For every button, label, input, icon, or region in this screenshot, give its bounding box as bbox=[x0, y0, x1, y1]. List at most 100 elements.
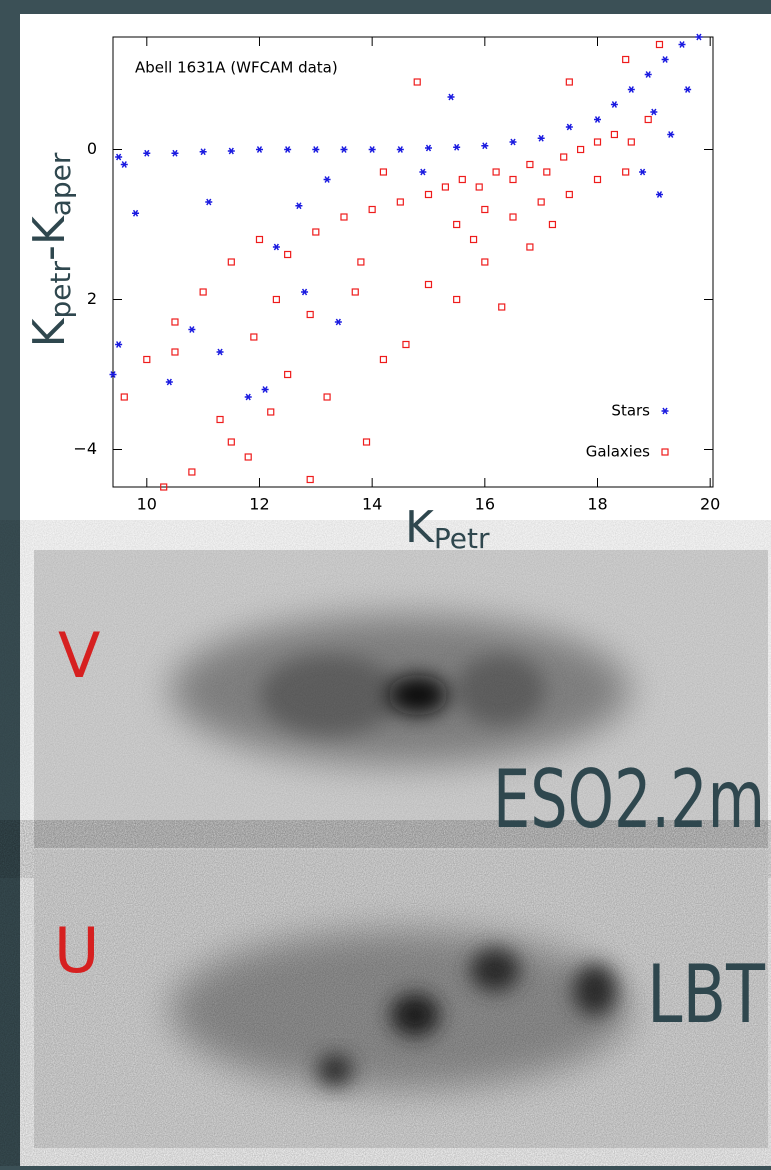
point bbox=[368, 205, 376, 214]
y-axis-label: Kpetr-Kaper bbox=[24, 152, 77, 347]
point bbox=[610, 130, 619, 139]
point bbox=[199, 288, 207, 296]
point bbox=[115, 153, 123, 161]
point bbox=[661, 56, 669, 63]
point bbox=[255, 146, 263, 153]
point bbox=[655, 40, 664, 49]
point bbox=[250, 333, 258, 341]
point bbox=[650, 108, 658, 116]
legend-marker bbox=[661, 448, 669, 456]
point bbox=[312, 228, 320, 236]
point bbox=[441, 183, 449, 191]
point bbox=[306, 475, 314, 484]
point bbox=[481, 205, 489, 214]
band-label: U bbox=[54, 914, 99, 987]
x-tick-label: 10 bbox=[137, 495, 157, 514]
point bbox=[244, 453, 252, 461]
point bbox=[379, 168, 388, 176]
point bbox=[312, 146, 320, 153]
point bbox=[120, 393, 128, 401]
point bbox=[424, 190, 433, 199]
point bbox=[368, 146, 376, 153]
point bbox=[610, 101, 618, 108]
point bbox=[627, 138, 635, 146]
band-label: V bbox=[58, 619, 100, 692]
point bbox=[655, 191, 663, 198]
point bbox=[644, 71, 652, 78]
y-tick-label: 0 bbox=[87, 139, 97, 158]
point bbox=[143, 355, 151, 364]
point bbox=[667, 131, 675, 138]
point bbox=[565, 190, 573, 199]
point bbox=[577, 145, 585, 154]
point bbox=[244, 393, 252, 401]
point bbox=[272, 295, 280, 304]
v-band-image bbox=[34, 550, 768, 848]
x-tick-label: 20 bbox=[700, 495, 720, 514]
point bbox=[402, 340, 410, 349]
x-axis-label: KPetr bbox=[405, 502, 490, 555]
point bbox=[188, 468, 196, 476]
point bbox=[216, 348, 224, 356]
point bbox=[171, 149, 179, 157]
point bbox=[424, 280, 433, 289]
legend-label: Galaxies bbox=[586, 443, 650, 461]
point bbox=[120, 161, 128, 168]
point bbox=[306, 310, 314, 319]
point bbox=[396, 146, 404, 153]
point bbox=[565, 123, 573, 131]
point bbox=[188, 326, 196, 333]
point bbox=[622, 168, 630, 176]
point bbox=[684, 86, 692, 93]
point bbox=[481, 258, 489, 266]
point bbox=[301, 288, 309, 296]
point bbox=[447, 93, 455, 101]
x-tick-label: 16 bbox=[475, 495, 495, 514]
point bbox=[458, 175, 466, 184]
point bbox=[227, 438, 235, 446]
point bbox=[284, 250, 292, 259]
point bbox=[537, 134, 545, 142]
point bbox=[639, 168, 647, 176]
telescope-label: LBT bbox=[647, 948, 766, 1041]
y-label-dash: - bbox=[24, 245, 75, 261]
point bbox=[509, 138, 517, 146]
point bbox=[492, 168, 500, 176]
point bbox=[565, 78, 573, 86]
point bbox=[295, 202, 303, 210]
point bbox=[593, 138, 602, 146]
point bbox=[475, 183, 483, 191]
point bbox=[323, 176, 331, 183]
point bbox=[526, 243, 534, 251]
telescope-label: ESO2.2m bbox=[493, 753, 765, 846]
y-tick-label: 2 bbox=[87, 289, 97, 308]
point bbox=[509, 175, 517, 184]
annotation: Abell 1631A (WFCAM data) bbox=[135, 59, 338, 77]
point bbox=[284, 146, 292, 153]
point bbox=[453, 220, 461, 229]
point bbox=[594, 116, 602, 123]
point bbox=[216, 415, 224, 424]
point bbox=[644, 115, 652, 124]
point bbox=[627, 86, 635, 93]
y-label-main: K bbox=[24, 317, 75, 347]
legend-label: Stars bbox=[611, 402, 650, 420]
point bbox=[132, 209, 140, 217]
point bbox=[453, 143, 461, 151]
point bbox=[227, 258, 235, 266]
point bbox=[695, 33, 703, 41]
point bbox=[526, 160, 534, 169]
point bbox=[199, 148, 207, 156]
point bbox=[267, 408, 275, 416]
point bbox=[227, 147, 235, 155]
point bbox=[171, 318, 179, 326]
point bbox=[548, 220, 557, 229]
point bbox=[171, 348, 179, 356]
point bbox=[357, 258, 365, 266]
point bbox=[498, 303, 506, 311]
point bbox=[340, 213, 348, 221]
point bbox=[362, 438, 371, 446]
point bbox=[340, 146, 348, 153]
